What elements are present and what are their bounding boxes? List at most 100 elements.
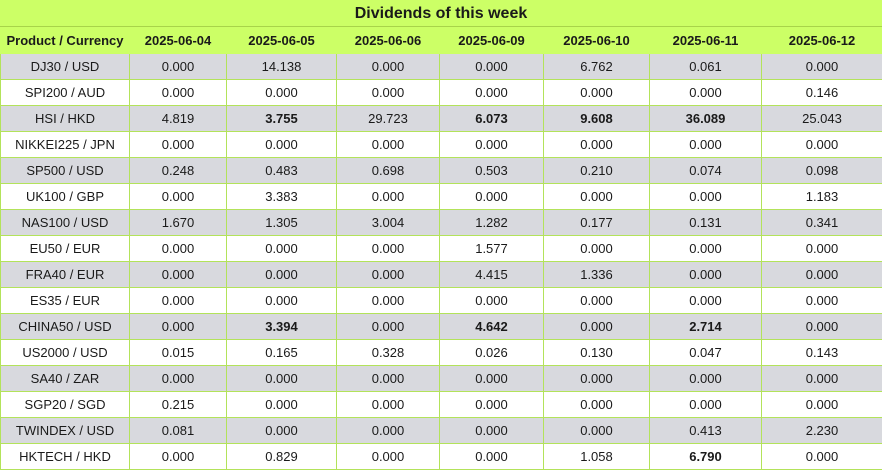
dividend-value-cell: 0.026 bbox=[440, 340, 544, 366]
dividend-value-cell: 0.000 bbox=[130, 132, 227, 158]
dividend-value-cell: 0.000 bbox=[227, 132, 337, 158]
dividend-value-cell: 29.723 bbox=[337, 106, 440, 132]
dividend-value-cell: 0.000 bbox=[130, 288, 227, 314]
dividend-value-cell: 0.061 bbox=[650, 54, 762, 80]
dividend-value-cell: 0.000 bbox=[337, 418, 440, 444]
dividend-value-cell: 0.165 bbox=[227, 340, 337, 366]
dividend-value-cell: 0.000 bbox=[337, 262, 440, 288]
dividend-value-cell: 25.043 bbox=[762, 106, 882, 132]
header-cell-date: 2025-06-11 bbox=[650, 28, 762, 54]
dividend-value-cell: 0.000 bbox=[762, 132, 882, 158]
dividend-value-cell: 0.000 bbox=[130, 314, 227, 340]
dividend-value-cell: 0.000 bbox=[440, 54, 544, 80]
header-cell-date: 2025-06-12 bbox=[762, 28, 882, 54]
dividend-value-cell: 0.000 bbox=[440, 444, 544, 470]
dividend-value-cell: 0.177 bbox=[544, 210, 650, 236]
dividend-value-cell: 9.608 bbox=[544, 106, 650, 132]
dividend-value-cell: 1.282 bbox=[440, 210, 544, 236]
dividend-value-cell: 0.000 bbox=[440, 288, 544, 314]
product-cell: NIKKEI225 / JPN bbox=[1, 132, 130, 158]
dividend-value-cell: 0.000 bbox=[337, 444, 440, 470]
dividend-value-cell: 0.000 bbox=[227, 236, 337, 262]
dividend-value-cell: 0.000 bbox=[337, 314, 440, 340]
dividend-value-cell: 0.248 bbox=[130, 158, 227, 184]
dividend-value-cell: 0.483 bbox=[227, 158, 337, 184]
dividend-value-cell: 0.000 bbox=[544, 236, 650, 262]
dividend-value-cell: 0.000 bbox=[227, 366, 337, 392]
dividend-value-cell: 0.000 bbox=[440, 80, 544, 106]
dividend-value-cell: 0.000 bbox=[440, 418, 544, 444]
dividend-value-cell: 0.000 bbox=[440, 392, 544, 418]
dividend-value-cell: 0.000 bbox=[650, 262, 762, 288]
dividend-value-cell: 0.000 bbox=[762, 392, 882, 418]
dividend-value-cell: 0.000 bbox=[544, 366, 650, 392]
dividend-value-cell: 0.143 bbox=[762, 340, 882, 366]
dividend-value-cell: 6.762 bbox=[544, 54, 650, 80]
dividend-value-cell: 0.000 bbox=[227, 418, 337, 444]
header-cell-date: 2025-06-06 bbox=[337, 28, 440, 54]
header-cell-date: 2025-06-05 bbox=[227, 28, 337, 54]
dividend-value-cell: 0.000 bbox=[544, 418, 650, 444]
dividend-value-cell: 0.000 bbox=[337, 80, 440, 106]
dividend-value-cell: 3.383 bbox=[227, 184, 337, 210]
product-cell: SGP20 / SGD bbox=[1, 392, 130, 418]
header-cell-date: 2025-06-10 bbox=[544, 28, 650, 54]
dividend-value-cell: 1.058 bbox=[544, 444, 650, 470]
dividend-value-cell: 14.138 bbox=[227, 54, 337, 80]
dividend-value-cell: 0.000 bbox=[227, 262, 337, 288]
dividend-value-cell: 0.015 bbox=[130, 340, 227, 366]
dividend-value-cell: 0.047 bbox=[650, 340, 762, 366]
dividend-value-cell: 36.089 bbox=[650, 106, 762, 132]
dividend-value-cell: 0.000 bbox=[130, 366, 227, 392]
dividend-value-cell: 4.819 bbox=[130, 106, 227, 132]
dividend-value-cell: 0.000 bbox=[337, 288, 440, 314]
dividend-value-cell: 1.305 bbox=[227, 210, 337, 236]
product-cell: NAS100 / USD bbox=[1, 210, 130, 236]
dividend-value-cell: 0.000 bbox=[130, 184, 227, 210]
dividend-value-cell: 4.642 bbox=[440, 314, 544, 340]
dividend-value-cell: 0.215 bbox=[130, 392, 227, 418]
dividend-value-cell: 0.000 bbox=[337, 54, 440, 80]
dividend-value-cell: 0.341 bbox=[762, 210, 882, 236]
dividend-value-cell: 6.073 bbox=[440, 106, 544, 132]
product-cell: CHINA50 / USD bbox=[1, 314, 130, 340]
dividend-value-cell: 0.328 bbox=[337, 340, 440, 366]
table-title: Dividends of this week bbox=[0, 0, 882, 27]
dividend-value-cell: 0.000 bbox=[337, 236, 440, 262]
dividend-value-cell: 0.000 bbox=[650, 132, 762, 158]
dividend-value-cell: 0.000 bbox=[544, 184, 650, 210]
dividend-value-cell: 0.074 bbox=[650, 158, 762, 184]
dividend-value-cell: 0.131 bbox=[650, 210, 762, 236]
product-cell: ES35 / EUR bbox=[1, 288, 130, 314]
dividend-value-cell: 0.413 bbox=[650, 418, 762, 444]
dividend-value-cell: 0.000 bbox=[227, 288, 337, 314]
dividend-value-cell: 3.004 bbox=[337, 210, 440, 236]
product-cell: SP500 / USD bbox=[1, 158, 130, 184]
dividend-value-cell: 0.000 bbox=[650, 80, 762, 106]
dividend-value-cell: 0.000 bbox=[227, 392, 337, 418]
dividend-value-cell: 0.000 bbox=[544, 80, 650, 106]
dividend-value-cell: 3.394 bbox=[227, 314, 337, 340]
dividend-value-cell: 1.336 bbox=[544, 262, 650, 288]
dividend-value-cell: 0.000 bbox=[650, 236, 762, 262]
header-cell-date: 2025-06-09 bbox=[440, 28, 544, 54]
dividend-value-cell: 0.098 bbox=[762, 158, 882, 184]
product-cell: TWINDEX / USD bbox=[1, 418, 130, 444]
product-cell: DJ30 / USD bbox=[1, 54, 130, 80]
dividend-value-cell: 0.000 bbox=[544, 132, 650, 158]
